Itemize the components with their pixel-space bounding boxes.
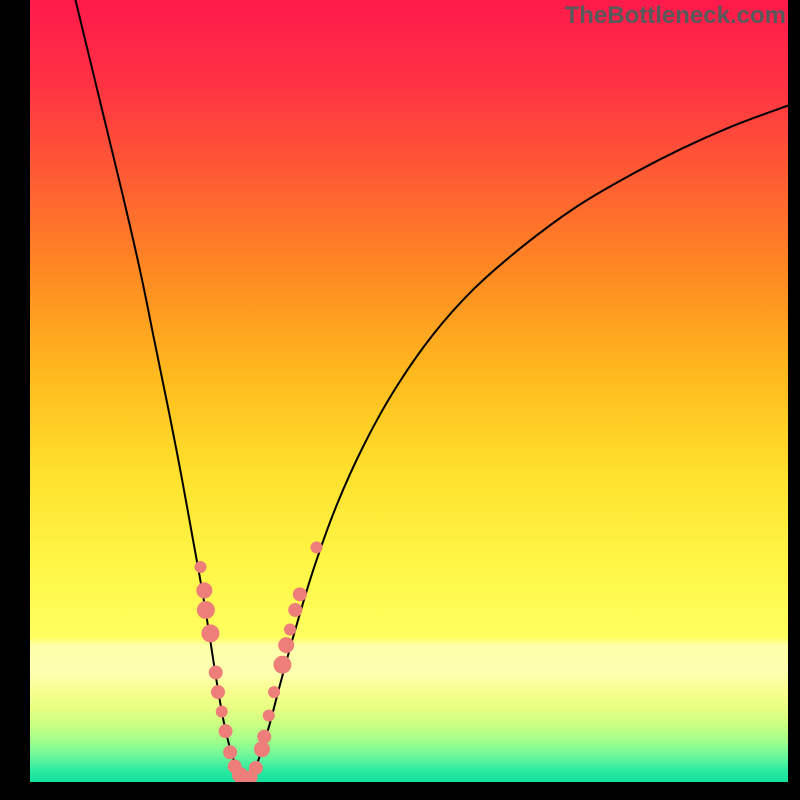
data-marker [268, 686, 280, 698]
data-marker [201, 624, 219, 642]
data-marker [293, 587, 307, 601]
data-marker [278, 637, 294, 653]
data-marker [288, 603, 302, 617]
data-marker [257, 730, 271, 744]
data-marker [211, 685, 225, 699]
data-marker [219, 724, 233, 738]
bottleneck-curve-right [246, 106, 788, 781]
data-marker [284, 624, 296, 636]
data-marker [223, 745, 237, 759]
data-marker [311, 541, 323, 553]
chart-frame: TheBottleneck.com [0, 0, 800, 800]
plot-area [30, 0, 788, 782]
data-marker [249, 761, 263, 775]
data-marker [216, 706, 228, 718]
data-marker [197, 601, 215, 619]
bottleneck-curve-left [75, 0, 246, 780]
data-marker [209, 666, 223, 680]
data-marker [196, 582, 212, 598]
data-marker [254, 741, 270, 757]
curve-layer [30, 0, 788, 782]
data-marker [263, 710, 275, 722]
data-marker [195, 561, 207, 573]
data-marker [273, 656, 291, 674]
watermark-text: TheBottleneck.com [565, 2, 786, 30]
